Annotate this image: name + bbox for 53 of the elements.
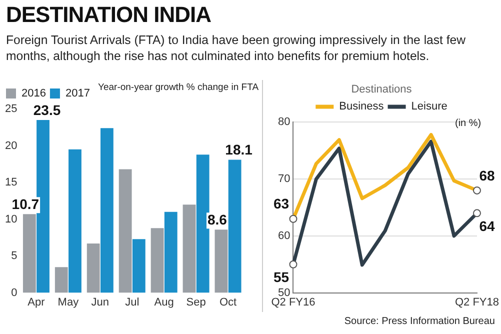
y-tick-label: 5 (11, 250, 18, 262)
bar (164, 212, 178, 293)
y-tick-label: 25 (4, 103, 18, 116)
source-note: Source: Press Information Bureau (344, 316, 495, 327)
x-tick-label: May (58, 296, 80, 308)
data-label: 68 (479, 167, 495, 184)
x-tick-label: Sep (186, 296, 206, 308)
bar (150, 228, 164, 293)
y-tick-label: 20 (4, 140, 18, 152)
x-tick-label: Apr (28, 296, 46, 308)
bar (196, 154, 210, 293)
y-tick-label: 80 (278, 116, 290, 128)
bar (228, 160, 242, 293)
point (472, 209, 481, 218)
legend-label: 2017 (65, 88, 90, 100)
bar (68, 149, 82, 293)
bar (36, 120, 50, 293)
data-label: 55 (273, 269, 290, 286)
bar (182, 204, 196, 293)
bar (54, 267, 68, 293)
data-label: 63 (273, 196, 290, 212)
x-tick-label: Jul (125, 296, 140, 308)
legend-label: Leisure (411, 100, 448, 113)
annotation: (in %) (455, 118, 482, 129)
legend-title: Destinations (351, 84, 412, 96)
bar (214, 230, 228, 293)
data-label: 23.5 (33, 102, 61, 118)
y-tick-label: 50 (278, 286, 290, 299)
y-tick-label: 0 (11, 286, 18, 299)
x-tick-label: Oct (219, 296, 237, 308)
y-tick-label: 60 (278, 230, 290, 242)
x-tick-label: Q2 FY16 (271, 296, 316, 308)
bar (132, 239, 146, 293)
x-tick-label: Aug (154, 296, 174, 308)
chart-title: DESTINATION INDIA (6, 2, 211, 28)
bar (118, 169, 132, 293)
bar (100, 128, 114, 293)
x-tick-label: Jun (91, 296, 110, 308)
y-tick-label: 70 (278, 173, 290, 186)
y-tick-label: 15 (4, 176, 18, 189)
data-label: 8.6 (207, 211, 228, 228)
point (289, 260, 298, 268)
x-tick-label: Q2 FY18 (454, 296, 500, 308)
data-label: 18.1 (225, 142, 253, 158)
bar (22, 214, 36, 293)
text: Year-on-year growth % change in FTA (98, 82, 259, 93)
data-label: 10.7 (12, 196, 40, 212)
legend-label: 2016 (22, 88, 46, 100)
data-label: 64 (479, 218, 495, 234)
chart-subtitle: Foreign Tourist Arrivals (FTA) to India have been growing impressively in the last few months, although the rise has not culminated into benefits for premium hotels. (6, 32, 467, 64)
legend-label: Business (339, 100, 384, 113)
bar (86, 244, 100, 293)
y-tick-label: 10 (4, 213, 18, 226)
